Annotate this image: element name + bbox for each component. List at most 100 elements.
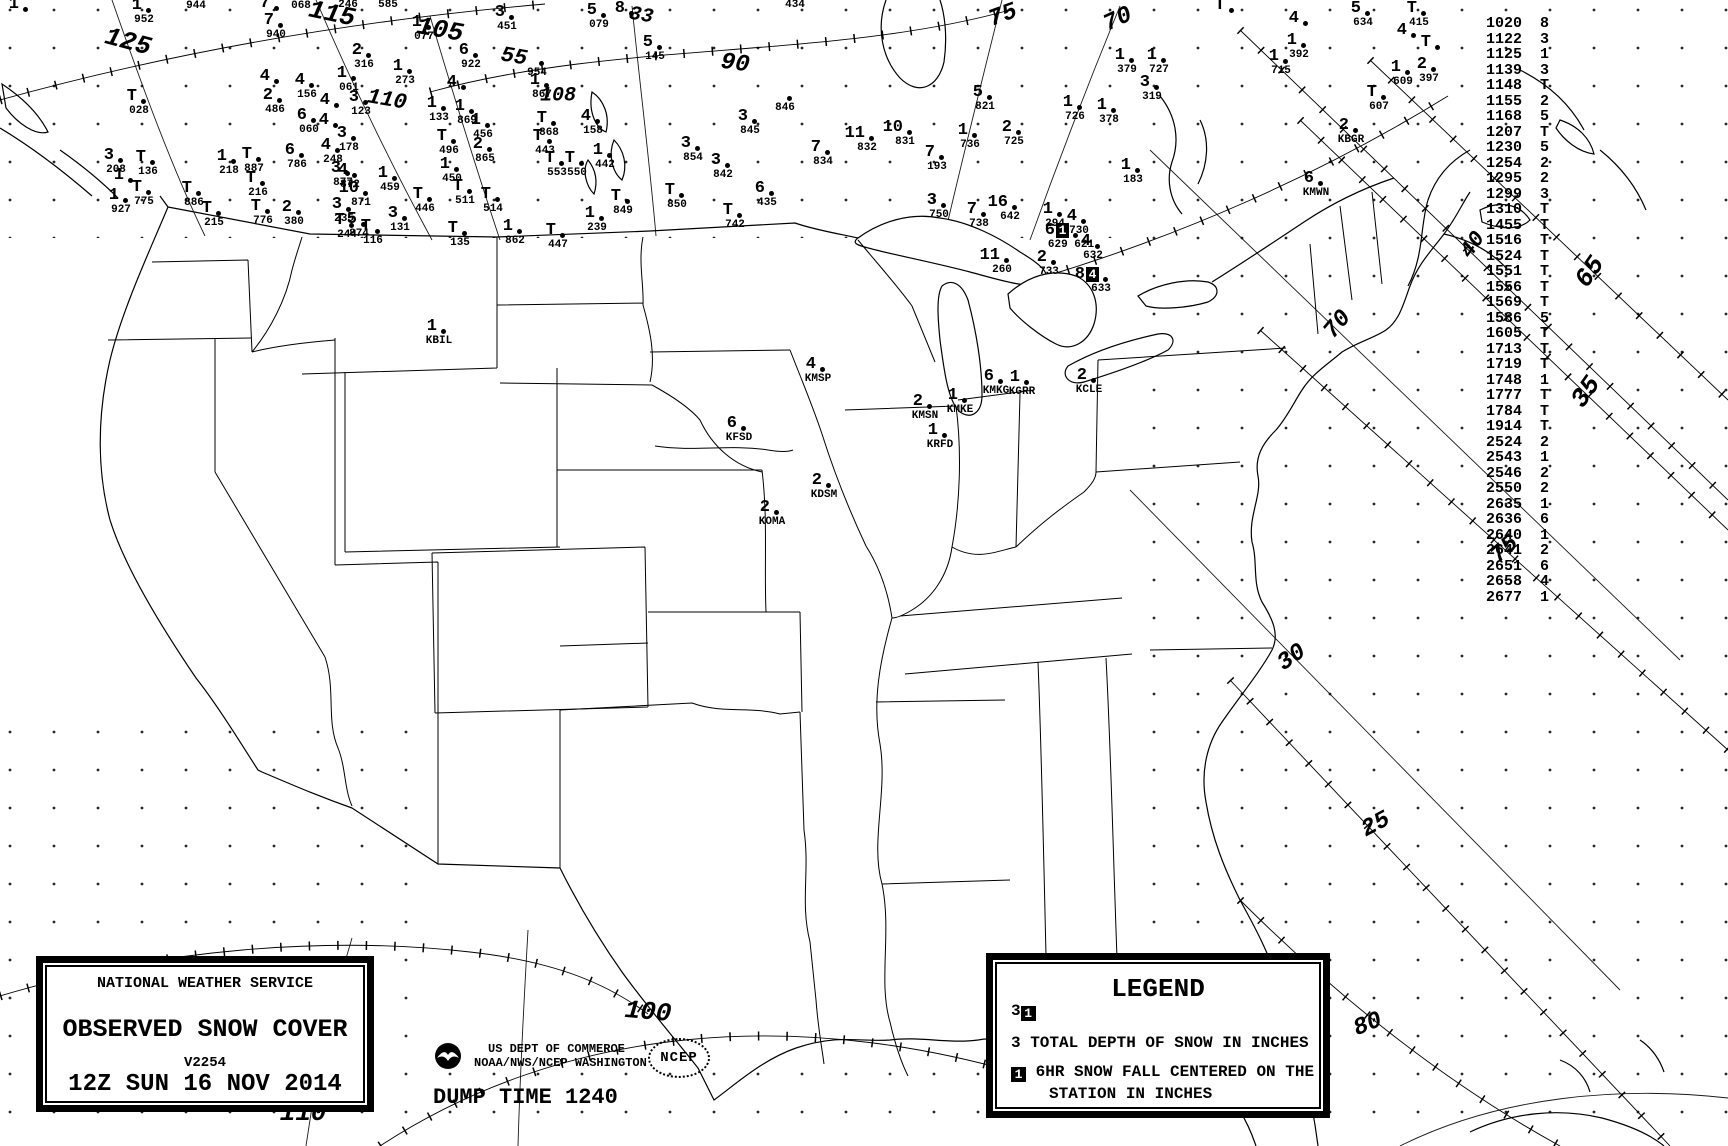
station-id: 208: [106, 164, 126, 176]
list-station-id: 1605: [1486, 325, 1523, 342]
station-dot: [607, 153, 612, 158]
station-snow-depth: 1: [927, 421, 938, 440]
station-id: 158: [583, 125, 603, 137]
station-dot: [150, 160, 155, 165]
station-snow-depth: 5: [1350, 0, 1361, 18]
list-station-value: T: [1540, 77, 1550, 94]
station-snow-depth: 1: [1120, 156, 1131, 175]
list-station-id: 1516: [1486, 232, 1523, 249]
station-id: 831: [895, 136, 915, 148]
station-id: 775: [134, 196, 154, 208]
station-dot: [869, 136, 874, 141]
station-id: 392: [1289, 49, 1309, 61]
station-id: 415: [1409, 17, 1429, 29]
list-station-value: T: [1540, 278, 1550, 296]
list-station-value: T: [1540, 294, 1550, 311]
station-id: 874: [349, 228, 369, 240]
station-id: 380: [284, 216, 304, 228]
list-station-value: 1: [1540, 588, 1550, 606]
station-dot: [787, 96, 792, 101]
list-station-value: T: [1540, 201, 1550, 218]
station-dot: [441, 329, 446, 334]
station-id: 486: [265, 104, 285, 116]
list-station-id: 1139: [1486, 61, 1523, 79]
title-box: NATIONAL WEATHER SERVICE OBSERVED SNOW C…: [36, 956, 374, 1112]
graticule-label: 100: [623, 995, 673, 1029]
station-dot: [1016, 130, 1021, 135]
station-id: 845: [740, 125, 760, 137]
list-station-id: 1168: [1486, 108, 1523, 125]
station-snow-depth: 1: [584, 204, 595, 223]
station-dot: [774, 510, 779, 515]
station-dot: [942, 433, 947, 438]
station-dot: [1381, 95, 1386, 100]
station-id: 634: [1353, 17, 1373, 29]
station-dot: [23, 7, 28, 12]
station-snowfall-reverse: 1: [1056, 223, 1069, 238]
station-id: 633: [1091, 283, 1111, 295]
station-dot: [265, 209, 270, 214]
list-station-value: 1: [1540, 371, 1550, 389]
station-id: 435: [757, 197, 777, 209]
station-dot: [118, 158, 123, 163]
station-snow-depth: 1: [1114, 46, 1125, 65]
station-dot: [1012, 205, 1017, 210]
station-dot: [679, 193, 684, 198]
station-dot: [146, 190, 151, 195]
list-station-value: 6: [1540, 511, 1550, 528]
station-id: 940: [266, 29, 286, 41]
station-id: 496: [439, 145, 459, 157]
station-id: 607: [1369, 101, 1389, 113]
station-snow-depth: 3: [1139, 73, 1150, 92]
list-station-id: 2658: [1486, 573, 1523, 590]
station-dot: [737, 213, 742, 218]
station-snow-depth: 4: [446, 73, 457, 92]
station-id: 123: [351, 106, 371, 118]
station-snow-depth: 1: [454, 97, 465, 116]
station-snow-depth: 1: [426, 317, 437, 336]
list-station-value: T: [1540, 216, 1550, 234]
list-station-value: T: [1540, 387, 1550, 404]
station-id: 742: [725, 219, 745, 231]
station-id: 156: [297, 89, 317, 101]
station-dot: [741, 426, 746, 431]
station-id: 514: [483, 203, 503, 215]
list-station-value: 5: [1540, 309, 1550, 327]
station-snow-depth: 4: [294, 71, 305, 90]
list-station-value: T: [1540, 356, 1550, 373]
station-id: 135: [450, 237, 470, 249]
station-snow-depth: 7: [966, 200, 977, 219]
legend-fall-reverse-symbol: 1: [1011, 1067, 1026, 1082]
station-dot: [1077, 105, 1082, 110]
list-station-value: 1: [1540, 526, 1550, 544]
list-station-id: 1569: [1486, 294, 1523, 311]
list-station-value: 6: [1540, 557, 1550, 575]
station-dot: [517, 229, 522, 234]
list-station-id: 1125: [1486, 46, 1523, 63]
station-dot: [351, 136, 356, 141]
station-id: 443: [535, 145, 555, 157]
product-version: V2254: [183, 1055, 226, 1071]
station-id: 028: [129, 105, 149, 117]
list-station-id: 1230: [1486, 139, 1523, 156]
list-station-id: 2677: [1486, 588, 1523, 606]
station-dot: [544, 83, 549, 88]
station-snow-depth: 10: [338, 179, 359, 198]
station-dot: [1051, 260, 1056, 265]
station-dot: [467, 189, 472, 194]
list-station-id: 1207: [1486, 123, 1523, 141]
list-station-id: 1155: [1486, 92, 1523, 110]
station-dot: [1111, 108, 1116, 113]
station-id: KDSM: [810, 489, 838, 501]
station-snow-depth: 1: [392, 57, 403, 76]
station-id: 060: [299, 124, 319, 136]
station-snow-depth: T: [436, 127, 447, 146]
valid-datetime: 12Z SUN 16 NOV 2014: [68, 1071, 342, 1098]
station-dot: [462, 231, 467, 236]
list-station-value: 5: [1540, 139, 1550, 156]
station-id: 077: [414, 31, 434, 43]
station-dot: [260, 181, 265, 186]
station-id: 378: [1099, 114, 1119, 126]
station-snow-depth: 1: [1009, 368, 1020, 387]
